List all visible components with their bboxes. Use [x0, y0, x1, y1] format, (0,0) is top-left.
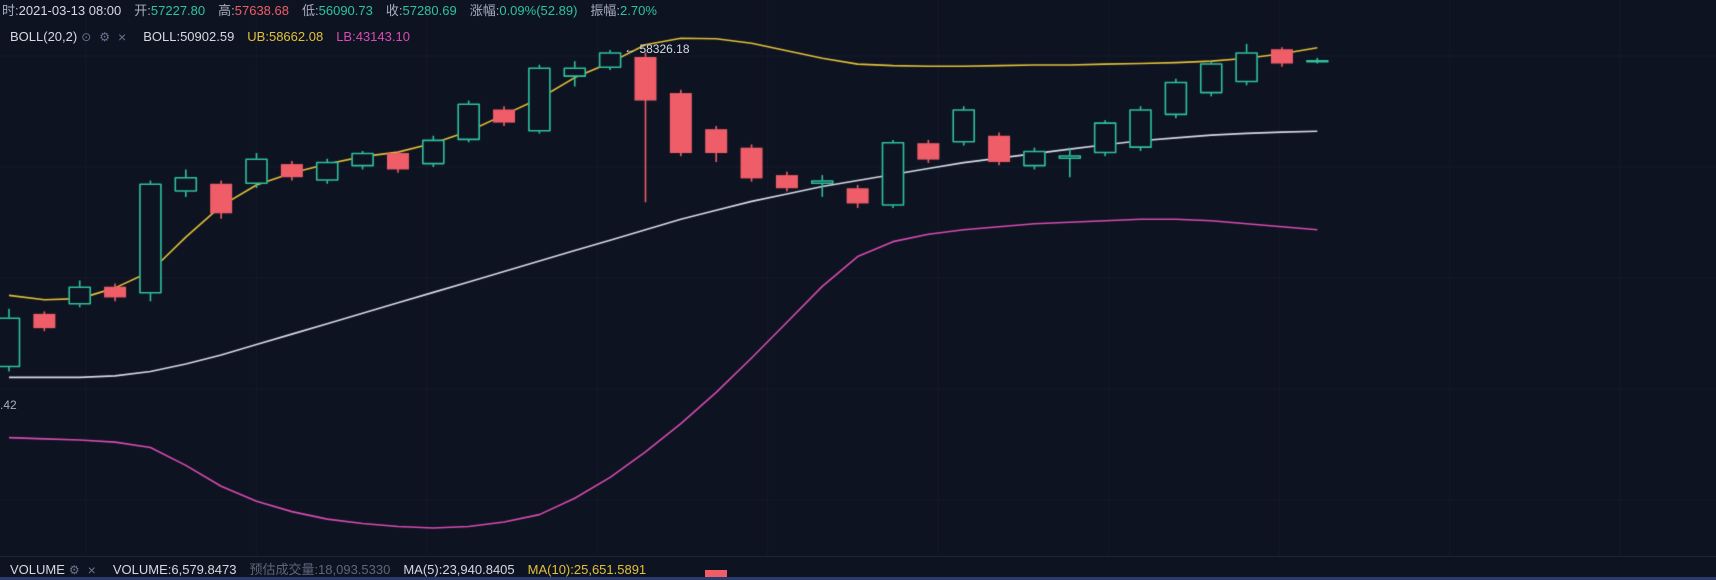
change-value: 0.09%(52.89)	[499, 3, 578, 18]
pane-divider	[0, 556, 1716, 557]
low-field: 低: 56090.73	[302, 3, 373, 19]
boll-lb-value: LB:43143.10	[336, 29, 410, 44]
open-label: 开:	[134, 3, 151, 18]
low-value: 56090.73	[318, 3, 373, 18]
volume-indicator-label: VOLUME	[10, 562, 65, 577]
change-field: 涨幅: 0.09%(52.89)	[470, 3, 578, 19]
peak-price-annotation: ← 58326.18	[624, 41, 690, 56]
amplitude-label: 振幅:	[590, 3, 621, 18]
est-volume-value: 预估成交量:18,093.5330	[249, 562, 391, 577]
volume-value: VOLUME:6,579.8473	[112, 562, 237, 577]
candlestick-chart-canvas[interactable]	[0, 0, 1716, 556]
amplitude-field: 振幅: 2.70%	[590, 3, 657, 19]
close-field: 收: 57280.69	[386, 3, 457, 19]
boll-mb-value: BOLL:50902.59	[143, 29, 235, 44]
ohlc-info-bar: 时: 2021-03-13 08:00 开: 57227.80 高: 57638…	[2, 3, 670, 19]
bottom-edge-strip	[0, 577, 1716, 580]
low-label: 低:	[302, 3, 319, 18]
change-label: 涨幅:	[469, 3, 500, 18]
open-value: 57227.80	[150, 3, 206, 18]
boll-ub-value: UB:58662.08	[247, 29, 324, 44]
close-icon[interactable]: ×	[87, 562, 96, 578]
high-label: 高:	[218, 3, 235, 18]
settings-icon[interactable]: ⚙	[99, 30, 111, 44]
visibility-icon[interactable]: ⊙	[81, 30, 92, 44]
boll-indicator-label: BOLL(20,2)	[10, 29, 78, 44]
high-field: 高: 57638.68	[218, 3, 289, 19]
ma10-value: MA(10):25,651.5891	[527, 562, 647, 577]
volume-indicator-bar: VOLUME ⚙ × VOLUME:6,579.8473 预估成交量:18,09…	[10, 562, 659, 578]
amplitude-value: 2.70%	[620, 3, 657, 18]
volume-histogram-bar	[705, 570, 728, 577]
settings-icon[interactable]: ⚙	[68, 563, 80, 577]
close-value: 57280.69	[402, 3, 457, 18]
boll-indicator-bar: BOLL(20,2) ⊙ ⚙ × BOLL:50902.59 UB:58662.…	[10, 29, 423, 45]
time-field: 时: 2021-03-13 08:00	[2, 3, 121, 19]
y-axis-label-partial: .42	[0, 398, 17, 412]
close-icon[interactable]: ×	[118, 29, 127, 45]
open-field: 开: 57227.80	[134, 3, 205, 19]
time-value: 2021-03-13 08:00	[18, 3, 122, 18]
close-label: 收:	[385, 3, 403, 18]
time-label: 时:	[2, 3, 19, 18]
high-value: 57638.68	[234, 3, 289, 18]
ma5-value: MA(5):23,940.8405	[403, 562, 515, 577]
